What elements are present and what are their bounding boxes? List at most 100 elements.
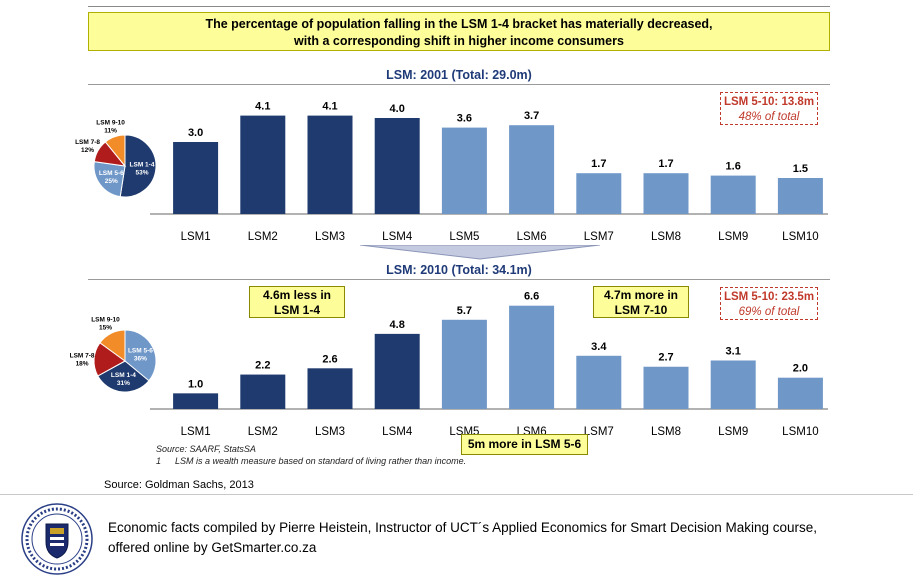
- bar-lsm5: [441, 127, 487, 214]
- pie-pct-lsm-5-6: 25%: [105, 178, 118, 185]
- tick-label-lsm7: LSM7: [584, 426, 614, 438]
- tick-label-lsm4: LSM4: [382, 426, 413, 438]
- footer: [0, 494, 913, 583]
- bar-lsm10: [777, 377, 823, 409]
- tick-label-lsm5: LSM5: [449, 231, 479, 243]
- pie-label-lsm-5-6: LSM 5-6: [128, 348, 153, 355]
- pie-pct-lsm-1-4: 53%: [135, 169, 148, 176]
- value-label-lsm6: 3.7: [524, 110, 539, 122]
- tick-label-lsm1: LSM1: [181, 231, 211, 243]
- summary-2001-line-2: 48% of total: [738, 111, 800, 123]
- headline-line-2: with a corresponding shift in higher inc…: [294, 34, 624, 48]
- tick-label-lsm4: LSM4: [382, 231, 413, 243]
- value-label-lsm7: 3.4: [591, 341, 607, 353]
- chart-2010-rule: [88, 279, 830, 280]
- tick-label-lsm7: LSM7: [584, 231, 614, 243]
- bar-lsm4: [374, 333, 420, 409]
- bar-lsm8: [643, 366, 689, 409]
- pie-slice-lsm-1-4: [119, 134, 157, 198]
- bar-lsm1: [173, 142, 219, 214]
- bar-lsm2: [240, 115, 286, 214]
- bar-lsm6: [509, 305, 555, 409]
- bar-lsm10: [777, 178, 823, 214]
- tick-label-lsm10: LSM10: [782, 426, 818, 438]
- pie-label-lsm-7-8: LSM 7-8: [70, 352, 95, 359]
- headline-line-1: The percentage of population falling in …: [205, 17, 713, 31]
- bar-lsm8: [643, 173, 689, 214]
- annotation-more-lsm-5-6: 5m more in LSM 5-6: [461, 434, 588, 455]
- summary-box-2010: LSM 5-10: 23.5m 69% of total: [720, 287, 818, 320]
- annotation-1-line-1: 4.6m less in: [262, 288, 332, 302]
- pie-slice-lsm-9-10: [104, 134, 126, 168]
- tick-label-lsm3: LSM3: [315, 426, 345, 438]
- bar-lsm3: [307, 115, 353, 214]
- data-source-note: Source: SAARF, StatsSA: [156, 444, 256, 454]
- pie-pct-lsm-1-4: 31%: [117, 380, 130, 387]
- bar-lsm7: [576, 355, 622, 409]
- tick-label-lsm1: LSM1: [181, 426, 211, 438]
- bar-lsm9: [710, 175, 756, 214]
- value-label-lsm8: 2.7: [658, 352, 673, 364]
- bar-lsm4: [374, 118, 420, 214]
- pie-slice-lsm-9-10: [99, 329, 126, 362]
- tick-label-lsm9: LSM9: [718, 426, 748, 438]
- summary-2010-line-2: 69% of total: [738, 306, 800, 318]
- value-label-lsm8: 1.7: [658, 158, 673, 170]
- value-label-lsm5: 5.7: [457, 305, 472, 317]
- chart-2001: 3.0 LSM1 4.1 LSM2 4.1 LSM3 4.0 LSM4 3.6 LSM5 3.7 LS…: [75, 101, 828, 243]
- footer-line-2: offered online by GetSmarter.co.za: [108, 540, 317, 555]
- bar-lsm9: [710, 360, 756, 409]
- annotation-more-lsm-7-10: 4.7m more in LSM 7-10: [593, 286, 689, 318]
- chart-2001-rule: [88, 84, 830, 85]
- bar-lsm6: [509, 125, 555, 214]
- value-label-lsm10: 1.5: [793, 163, 808, 175]
- source-line: Source: Goldman Sachs, 2013: [104, 479, 254, 491]
- pie-label-lsm-9-10: LSM 9-10: [96, 119, 125, 126]
- footer-line-1: Economic facts compiled by Pierre Heiste…: [108, 520, 818, 535]
- tick-label-lsm8: LSM8: [651, 231, 681, 243]
- university-seal-icon: [21, 503, 93, 575]
- footer-text: Economic facts compiled by Pierre Heiste…: [108, 518, 817, 558]
- pie-label-lsm-9-10: LSM 9-10: [91, 317, 120, 324]
- bar-lsm2: [240, 374, 286, 409]
- value-label-lsm4: 4.8: [390, 319, 405, 331]
- value-label-lsm9: 1.6: [726, 161, 741, 173]
- chart-2001-title: LSM: 2001 (Total: 29.0m): [386, 68, 532, 82]
- value-label-lsm2: 4.1: [255, 101, 270, 113]
- summary-2010-line-1: LSM 5-10: 23.5m: [723, 291, 815, 303]
- value-label-lsm4: 4.0: [390, 103, 405, 115]
- pie-pct-lsm-9-10: 15%: [99, 325, 112, 332]
- pie-slice-lsm-1-4: [97, 360, 150, 393]
- annotation-1-line-2: LSM 1-4: [273, 303, 320, 317]
- value-label-lsm2: 2.2: [255, 360, 270, 372]
- value-label-lsm1: 1.0: [188, 378, 203, 390]
- pie-label-lsm-7-8: LSM 7-8: [75, 139, 100, 146]
- annotation-less-lsm-1-4: 4.6m less in LSM 1-4: [249, 286, 345, 318]
- value-label-lsm3: 2.6: [322, 353, 337, 365]
- tick-label-lsm6: LSM6: [517, 231, 547, 243]
- chart-2010-title: LSM: 2010 (Total: 34.1m): [386, 263, 532, 277]
- value-label-lsm3: 4.1: [322, 101, 337, 113]
- tick-label-lsm2: LSM2: [248, 426, 278, 438]
- value-label-lsm5: 3.6: [457, 113, 472, 125]
- bar-lsm7: [576, 173, 622, 214]
- value-label-lsm1: 3.0: [188, 127, 203, 139]
- annotation-2-line-1: 4.7m more in: [603, 288, 679, 302]
- chart-2010: 1.0LSM12.2LSM22.6LSM34.8LSM45.7LSM56.6LS…: [70, 291, 828, 438]
- pie-label-lsm-5-6: LSM 5-6: [99, 170, 124, 177]
- top-rule: [88, 6, 830, 7]
- pie-pct-lsm-5-6: 36%: [134, 356, 147, 363]
- footnote-marker: 1: [156, 456, 162, 466]
- tick-label-lsm8: LSM8: [651, 426, 681, 438]
- tick-label-lsm2: LSM2: [248, 231, 278, 243]
- pie-label-lsm-1-4: LSM 1-4: [130, 161, 155, 168]
- pie-pct-lsm-9-10: 11%: [104, 127, 117, 134]
- value-label-lsm6: 6.6: [524, 291, 539, 303]
- annotation-2-line-2: LSM 7-10: [614, 303, 668, 317]
- bar-lsm3: [307, 368, 353, 409]
- pie-slice-lsm-5-6: [124, 329, 157, 382]
- pie-pct-lsm-7-8: 18%: [76, 360, 89, 367]
- pie-slice-lsm-5-6: [93, 161, 126, 198]
- value-label-lsm9: 3.1: [726, 345, 741, 357]
- bar-lsm1: [173, 393, 219, 409]
